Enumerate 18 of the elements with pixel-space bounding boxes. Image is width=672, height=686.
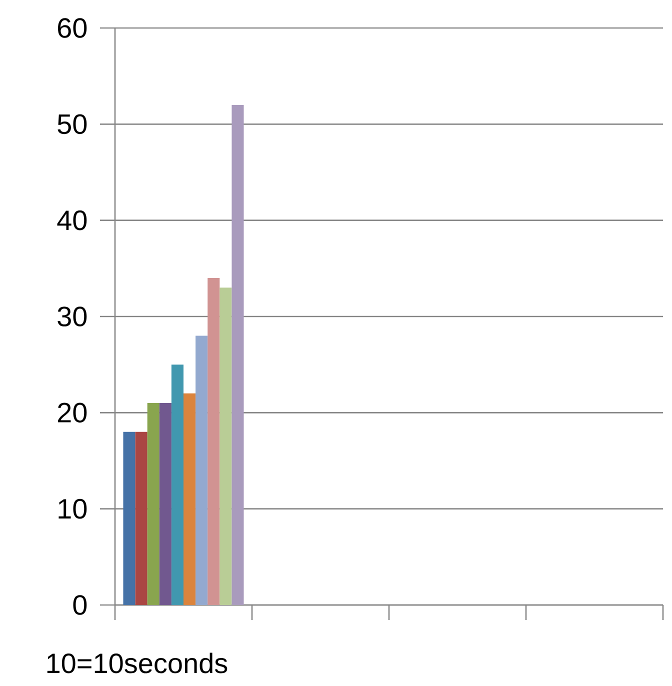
y-tick-label: 60 bbox=[58, 18, 86, 38]
text: 10=10seconds bbox=[47, 652, 227, 674]
y-tick-label: 20 bbox=[58, 402, 86, 423]
bar bbox=[171, 364, 184, 605]
bar bbox=[207, 278, 220, 605]
y-tick-label: 10 bbox=[58, 498, 86, 519]
bar bbox=[135, 432, 148, 605]
bar bbox=[220, 288, 232, 605]
bar bbox=[159, 403, 172, 605]
bar bbox=[183, 393, 196, 605]
bar bbox=[232, 104, 244, 605]
y-tick-label: 40 bbox=[57, 210, 86, 230]
y-tick-label: 0 bbox=[73, 595, 86, 615]
y-tick-label: 30 bbox=[57, 306, 86, 326]
bar bbox=[123, 432, 136, 605]
y-tick-label: 50 bbox=[58, 114, 86, 134]
bar bbox=[195, 336, 208, 605]
bar bbox=[147, 403, 160, 605]
